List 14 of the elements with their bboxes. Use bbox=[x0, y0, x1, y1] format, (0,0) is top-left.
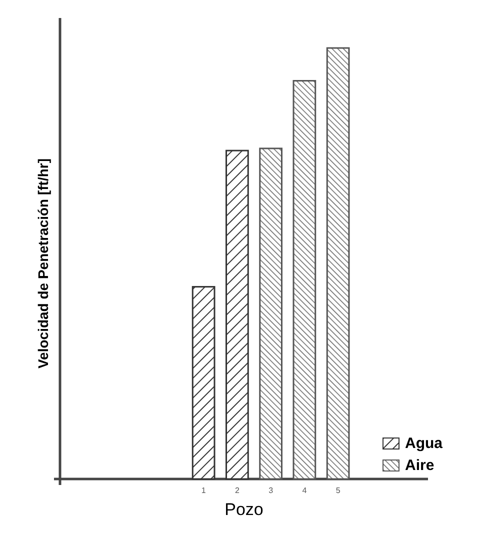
x-tick-label: 3 bbox=[268, 486, 274, 495]
bar bbox=[226, 150, 249, 480]
x-tick-label: 5 bbox=[336, 486, 341, 495]
x-tick-label: 4 bbox=[302, 486, 308, 495]
bar bbox=[259, 148, 282, 480]
x-axis-title: Pozo bbox=[224, 500, 264, 519]
bar bbox=[292, 80, 316, 480]
x-tick-label: 2 bbox=[234, 486, 240, 495]
legend-label: Aire bbox=[405, 457, 434, 474]
y-axis-title: Velocidad de Penetración [ft/hr] bbox=[35, 158, 51, 369]
x-tick-label: 1 bbox=[201, 486, 206, 495]
bar bbox=[192, 286, 216, 480]
legend-label: Agua bbox=[405, 435, 444, 452]
bar bbox=[326, 47, 350, 480]
